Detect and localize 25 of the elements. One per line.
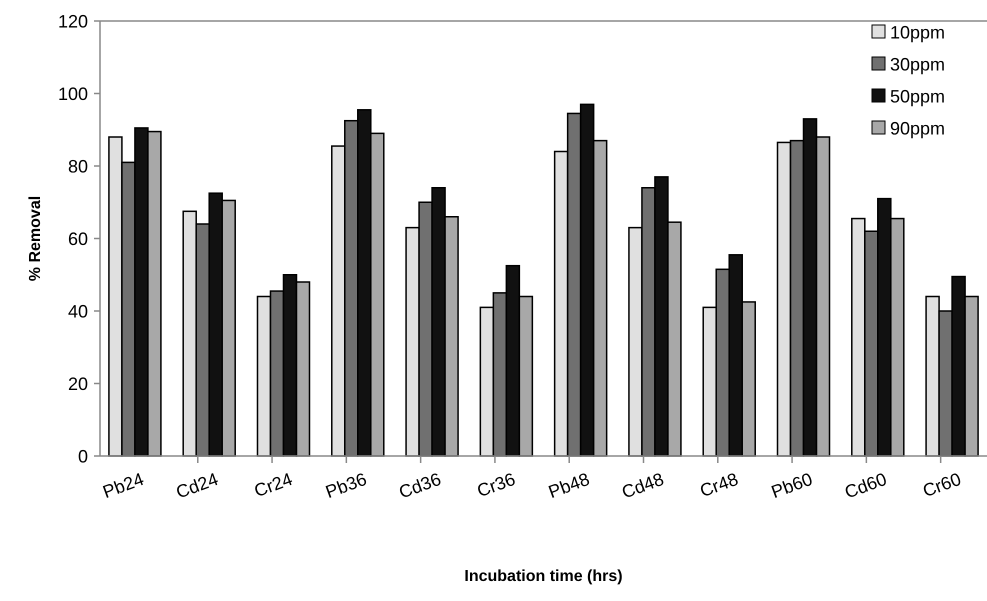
x-tick-label: Cd24	[173, 468, 221, 502]
x-tick-label: Cd60	[842, 468, 890, 502]
y-tick-label: 100	[58, 84, 88, 104]
x-tick-label: Cd36	[396, 468, 444, 502]
legend-label: 50ppm	[890, 86, 946, 106]
x-tick-label: Pb24	[100, 468, 146, 502]
y-axis-title: % Removal	[27, 196, 44, 282]
y-tick-label: 20	[68, 374, 88, 394]
x-tick-label: Pb60	[768, 468, 816, 502]
x-axis-title: Incubation time (hrs)	[464, 568, 623, 585]
x-tick-label: Cr24	[252, 468, 296, 502]
x-tick-label: Pb36	[322, 468, 370, 502]
legend-label: 90ppm	[890, 118, 946, 138]
y-tick-label: 120	[58, 11, 88, 32]
y-tick-label: 0	[78, 446, 88, 466]
x-tick-label: Cr60	[920, 468, 964, 502]
y-tick-label: 80	[68, 156, 88, 176]
x-tick-label: Pb48	[546, 468, 592, 502]
legend-label: 10ppm	[890, 22, 946, 42]
legend-label: 30ppm	[890, 54, 946, 74]
x-tick-label: Cr36	[474, 468, 518, 502]
y-tick-label: 40	[68, 301, 88, 322]
x-tick-label: Cr48	[697, 468, 741, 502]
x-tick-label: Cd48	[619, 468, 666, 502]
y-tick-label: 60	[68, 228, 88, 249]
